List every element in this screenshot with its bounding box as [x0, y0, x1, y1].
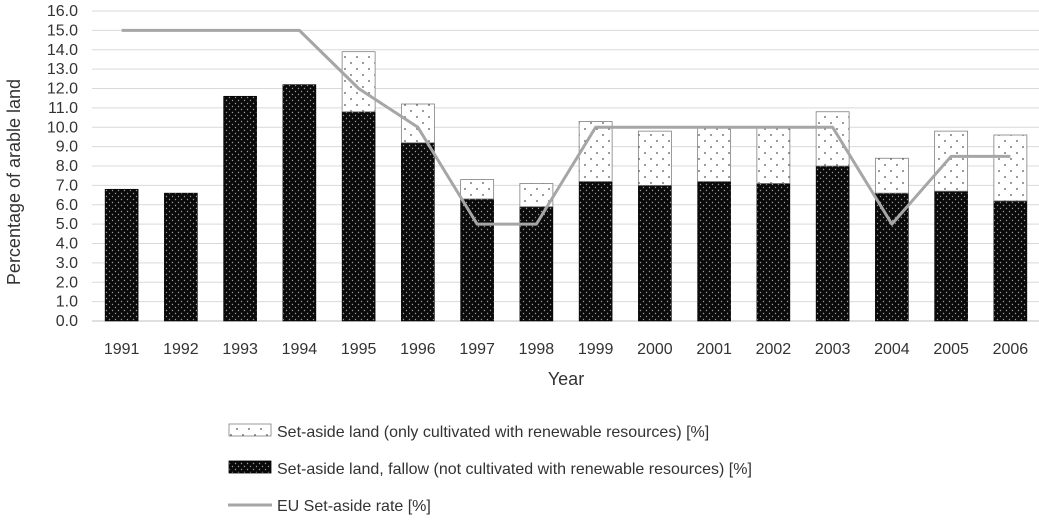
x-tick-label: 1991 — [104, 341, 140, 358]
bar-fallow — [460, 198, 494, 322]
x-tick-label: 2002 — [756, 341, 792, 358]
bars — [104, 51, 1028, 322]
legend-label: Set-aside land (only cultivated with ren… — [277, 424, 709, 441]
legend-label: Set-aside land, fallow (not cultivated w… — [277, 461, 752, 478]
y-tick-label: 6.0 — [56, 197, 78, 214]
x-tick-label: 1993 — [222, 341, 258, 358]
bar-fallow — [875, 192, 909, 322]
y-axis-ticks: 0.0 1.0 2.0 3.0 4.0 5.0 6.0 7.0 8.0 9.0 10.0 11.0 12… — [47, 3, 78, 330]
x-axis-title: Year — [548, 369, 584, 389]
x-tick-label: 1995 — [341, 341, 377, 358]
bar-renewable — [578, 121, 613, 182]
y-axis-title: Percentage of arable land — [4, 79, 24, 285]
bar-renewable — [934, 130, 969, 192]
y-tick-label: 8.0 — [56, 158, 78, 175]
bar-renewable — [341, 51, 376, 113]
bar-renewable — [993, 134, 1028, 202]
y-tick-label: 0.0 — [56, 313, 78, 330]
bar-fallow — [697, 181, 731, 322]
x-tick-label: 1998 — [519, 341, 555, 358]
y-tick-label: 14.0 — [47, 42, 78, 59]
x-tick-label: 2006 — [993, 341, 1029, 358]
y-tick-label: 9.0 — [56, 139, 78, 156]
x-tick-label: 2004 — [874, 341, 910, 358]
bar-renewable — [874, 157, 909, 194]
bar-renewable — [815, 111, 850, 167]
bar-renewable — [756, 126, 791, 184]
y-tick-label: 16.0 — [47, 3, 78, 20]
y-tick-label: 5.0 — [56, 216, 78, 233]
y-tick-label: 2.0 — [56, 274, 78, 291]
x-tick-label: 2005 — [933, 341, 969, 358]
legend-swatch — [228, 423, 272, 437]
x-tick-label: 1994 — [282, 341, 318, 358]
line-eu-set-aside-rate — [121, 28, 1011, 226]
y-tick-label: 4.0 — [56, 236, 78, 253]
x-tick-label: 1999 — [578, 341, 614, 358]
y-tick-label: 13.0 — [47, 61, 78, 78]
y-tick-label: 10.0 — [47, 119, 78, 136]
bar-fallow — [519, 206, 554, 322]
legend-swatch — [228, 460, 272, 474]
bar-renewable — [400, 103, 435, 144]
legend-label: EU Set-aside rate [%] — [277, 498, 431, 515]
bar-renewable — [637, 130, 672, 186]
y-tick-label: 11.0 — [48, 100, 78, 117]
bar-fallow — [815, 165, 850, 322]
y-tick-label: 15.0 — [47, 22, 78, 39]
bar-fallow — [341, 111, 376, 322]
bar-fallow — [638, 185, 672, 322]
bar-fallow — [756, 183, 791, 322]
x-tick-label: 2001 — [696, 341, 732, 358]
bar-fallow — [993, 200, 1028, 322]
x-axis-ticks: 1991 1992 1993 1994 1995 1996 1997 1998 1999 2000… — [104, 341, 1028, 358]
bar-fallow — [104, 188, 139, 322]
bar-fallow — [164, 192, 198, 322]
x-tick-label: 2000 — [637, 341, 673, 358]
y-tick-label: 12.0 — [47, 81, 78, 98]
bar-fallow — [223, 95, 257, 322]
bar-fallow — [282, 84, 317, 322]
legend: Set-aside land (only cultivated with ren… — [228, 423, 752, 515]
bar-renewable — [697, 126, 732, 182]
bar-fallow — [934, 190, 968, 322]
x-tick-label: 1992 — [163, 341, 199, 358]
line-series — [121, 28, 1011, 226]
bar-renewable — [460, 179, 495, 200]
y-tick-label: 3.0 — [56, 255, 78, 272]
y-tick-label: 1.0 — [56, 294, 78, 311]
x-tick-label: 2003 — [815, 341, 851, 358]
x-tick-label: 1997 — [459, 341, 495, 358]
y-tick-label: 7.0 — [56, 177, 78, 194]
bar-fallow — [401, 142, 435, 322]
bar-fallow — [578, 181, 613, 322]
x-tick-label: 1996 — [400, 341, 436, 358]
